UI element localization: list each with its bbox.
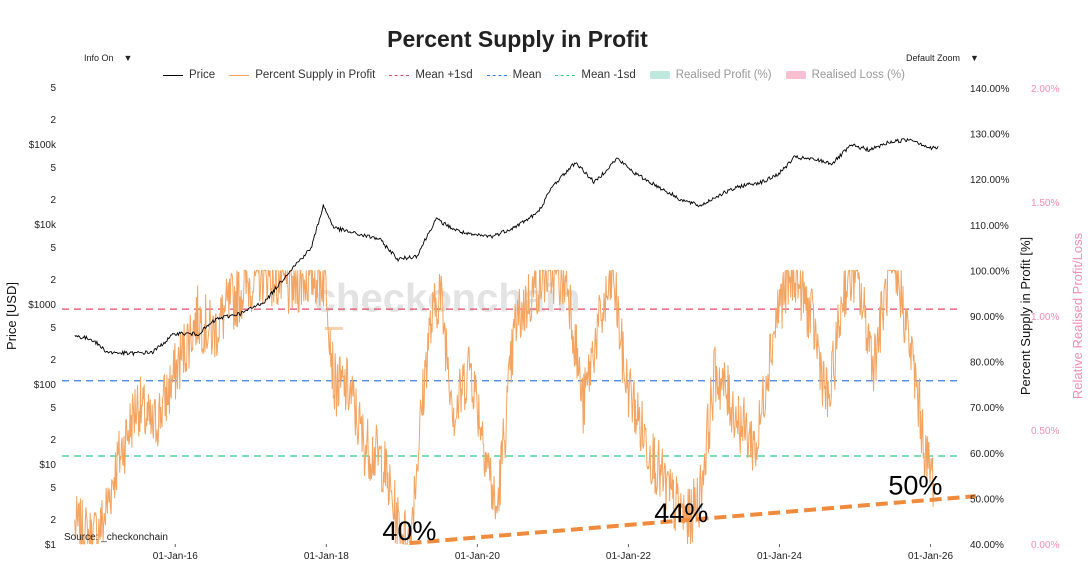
x-tick-label: 01-Jan-16 (153, 551, 198, 562)
y-right2-tick-label: 2.00% (1031, 84, 1059, 95)
price-line (74, 137, 939, 357)
y-left-minor-label: 5 (50, 83, 56, 94)
y-left-minor-label: 5 (50, 403, 56, 414)
info-dropdown-arrow-icon: ▼ (123, 53, 133, 63)
x-tick-label: 01-Jan-26 (908, 551, 953, 562)
y-right-tick-label: 60.00% (970, 449, 1004, 460)
watermark-icon (324, 326, 343, 330)
y-left-tick-label: $1 (45, 540, 57, 551)
info-toggle-label: Info On (84, 53, 114, 63)
y-left-tick-label: $100k (29, 140, 57, 151)
y-left-minor-label: 2 (50, 195, 56, 206)
y-left-minor-label: 5 (50, 323, 56, 334)
legend-item-realised-loss[interactable]: Realised Loss (%) (785, 69, 905, 81)
y-right-tick-label: 120.00% (970, 175, 1010, 186)
annotation-label: 50% (888, 470, 942, 500)
annotation-label: 44% (654, 498, 708, 528)
legend-label-realised-loss: Realised Loss (%) (811, 69, 905, 81)
zoom-dropdown-arrow-icon: ▼ (970, 53, 979, 63)
y-left-tick-label: $10 (39, 460, 56, 471)
y-right-tick-label: 80.00% (970, 358, 1004, 369)
y-left-minor-label: 5 (50, 483, 56, 494)
y-right-tick-label: 50.00% (970, 494, 1004, 505)
y-right-tick-label: 40.00% (970, 540, 1004, 551)
y-right-tick-label: 70.00% (970, 403, 1004, 414)
legend-label-mean-plus-1sd: Mean +1sd (415, 69, 473, 81)
y-right-axis-label: Percent Supply in Profit [%] (1018, 237, 1033, 395)
zoom-select[interactable]: Default Zoom ▼ (906, 53, 979, 63)
y-left-axis-label: Price [USD] (4, 282, 19, 350)
y-left-minor-label: 5 (50, 243, 56, 254)
annotation-label: 40% (382, 516, 436, 546)
chart-title: Percent Supply in Profit (387, 26, 648, 52)
legend-item-mean-plus-1sd[interactable]: Mean +1sd (389, 69, 473, 81)
y-right2-tick-label: 0.50% (1031, 426, 1059, 437)
legend-swatch-mean (486, 74, 507, 76)
legend-item-percent-supply[interactable]: Percent Supply in Profit (229, 69, 375, 81)
y-right-tick-label: 100.00% (970, 266, 1010, 277)
y-left-tick-label: $100 (34, 380, 57, 391)
legend-item-realised-profit[interactable]: Realised Profit (%) (649, 69, 772, 81)
y-right-tick-label: 110.00% (970, 221, 1009, 232)
legend-label-price: Price (189, 69, 216, 81)
x-tick-label: 01-Jan-22 (606, 551, 651, 562)
y-right-tick-label: 90.00% (970, 312, 1004, 323)
y-left-minor-label: 5 (50, 163, 56, 174)
y-left-minor-label: 2 (50, 115, 56, 126)
y-left-minor-label: 2 (50, 355, 56, 366)
legend-swatch-realised-loss (785, 71, 806, 79)
y-left-tick-label: $10k (34, 220, 57, 231)
y-right-tick-label: 140.00% (970, 84, 1010, 95)
y-right2-tick-label: 0.00% (1031, 540, 1059, 551)
info-toggle[interactable]: Info On ▼ (84, 53, 132, 63)
y-right2-axis-label: Relative Realised Profit/Loss (1070, 232, 1085, 399)
y-left-minor-label: 2 (50, 435, 56, 446)
y-left-minor-label: 2 (50, 515, 56, 526)
legend-swatch-mean-plus-1sd (389, 74, 410, 76)
legend-item-mean-minus-1sd[interactable]: Mean -1sd (555, 69, 636, 81)
trendline (409, 494, 977, 546)
x-tick-label: 01-Jan-18 (304, 551, 349, 562)
y-left-tick-label: $1000 (28, 300, 56, 311)
zoom-select-label: Default Zoom (906, 53, 961, 63)
y-right-tick-label: 130.00% (970, 130, 1010, 141)
x-tick-label: 01-Jan-24 (757, 551, 802, 562)
x-tick-label: 01-Jan-20 (455, 551, 500, 562)
legend-swatch-price (163, 74, 183, 76)
legend-swatch-realised-profit (649, 71, 670, 79)
source-label: Source: _checkonchain (64, 532, 168, 543)
legend-label-mean: Mean (512, 69, 542, 81)
y-left-minor-label: 2 (50, 275, 56, 286)
percent-supply-line (74, 268, 935, 545)
legend-label-mean-minus-1sd: Mean -1sd (581, 69, 636, 81)
y-right2-tick-label: 1.00% (1031, 312, 1059, 323)
legend-item-mean[interactable]: Mean (486, 69, 542, 81)
legend-swatch-percent-supply (229, 74, 250, 76)
legend: Price Percent Supply in Profit Mean +1sd… (163, 69, 905, 81)
legend-label-realised-profit: Realised Profit (%) (675, 69, 772, 81)
y-right2-tick-label: 1.50% (1031, 198, 1059, 209)
legend-item-price[interactable]: Price (163, 69, 215, 81)
legend-label-percent-supply: Percent Supply in Profit (255, 69, 376, 81)
legend-swatch-mean-minus-1sd (555, 74, 576, 76)
